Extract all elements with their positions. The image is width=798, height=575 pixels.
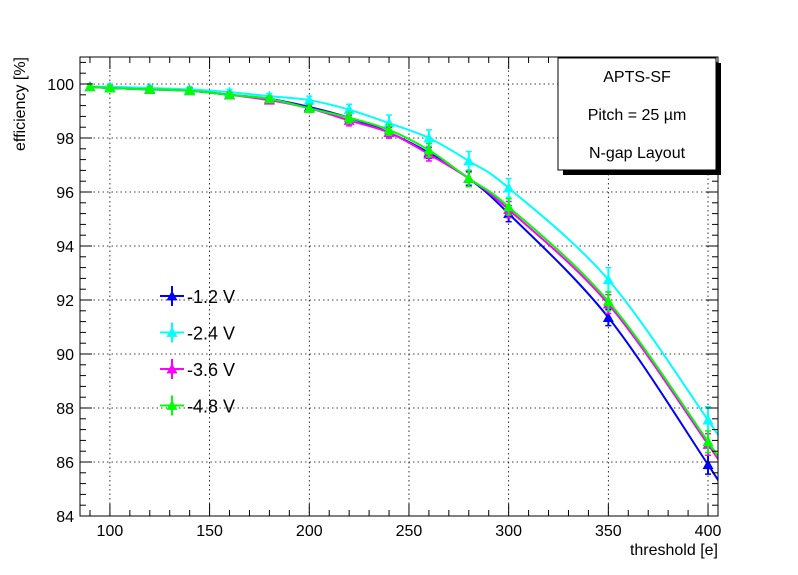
data-point — [303, 94, 315, 105]
data-point — [144, 83, 156, 94]
legend-label: -3.6 V — [187, 360, 235, 380]
x-tick-label: 300 — [495, 523, 522, 540]
x-tick-label: 350 — [595, 523, 622, 540]
info-box-layout: N-gap Layout — [589, 145, 686, 162]
y-tick-label: 92 — [56, 293, 74, 310]
plot-frame — [79, 56, 719, 517]
y-tick-label: 88 — [56, 401, 74, 418]
x-axis-title: threshold [e] — [630, 542, 718, 559]
legend-entry: -1.2 V — [160, 286, 235, 307]
y-tick-label: 86 — [56, 455, 74, 472]
data-point — [343, 112, 355, 123]
legend: -1.2 V -2.4 V -3.6 V -4.8 V — [160, 286, 235, 417]
data-point — [702, 414, 714, 425]
data-point — [104, 82, 116, 93]
x-tick-label: 150 — [196, 523, 223, 540]
data-point — [84, 81, 96, 92]
x-tick-label: 100 — [97, 523, 124, 540]
data-point — [503, 201, 515, 212]
series-layer — [84, 81, 718, 482]
data-point — [702, 459, 714, 470]
data-point — [602, 295, 614, 306]
y-tick-label: 98 — [56, 131, 74, 148]
data-point — [602, 312, 614, 322]
legend-marker — [166, 290, 178, 301]
data-point — [423, 132, 435, 143]
axis-layer: 100 150 200 250 300 350 400 84 86 88 90 92 94 96 98 100 — [47, 57, 721, 540]
x-tick-label: 250 — [396, 523, 423, 540]
x-tick-label: 200 — [296, 523, 323, 540]
y-axis-title: efficiency [%] — [12, 57, 29, 151]
info-box-frame — [557, 57, 717, 171]
y-tick-label: 84 — [56, 509, 74, 526]
info-box-title: APTS-SF — [603, 69, 671, 86]
legend-entry: -4.8 V — [160, 395, 235, 417]
y-tick-label: 90 — [56, 347, 74, 364]
info-box-pitch: Pitch = 25 µm — [588, 107, 687, 124]
data-point — [423, 144, 435, 155]
legend-label: -4.8 V — [187, 397, 235, 417]
legend-marker — [166, 363, 178, 374]
legend-label: -1.2 V — [187, 287, 235, 307]
data-point — [263, 93, 275, 104]
y-tick-label: 100 — [47, 77, 74, 94]
data-point — [224, 89, 236, 100]
info-box: APTS-SF Pitch = 25 µm N-gap Layout — [557, 57, 721, 175]
legend-label: -2.4 V — [187, 324, 235, 344]
data-point — [343, 104, 355, 115]
data-point — [383, 124, 395, 135]
info-box-pitch-unit: µm — [664, 107, 687, 124]
data-point — [303, 102, 315, 113]
data-point — [463, 155, 475, 166]
data-point — [503, 182, 515, 193]
data-point — [184, 85, 196, 96]
info-box-pitch-label: Pitch = 25 — [588, 107, 664, 124]
legend-marker — [166, 327, 178, 337]
y-tick-label: 96 — [56, 185, 74, 202]
legend-marker — [166, 400, 178, 410]
series-3 — [84, 81, 718, 459]
legend-entry: -2.4 V — [160, 322, 235, 344]
data-point — [702, 436, 714, 447]
x-tick-label: 400 — [695, 523, 722, 540]
data-point — [463, 173, 475, 183]
legend-entry: -3.6 V — [160, 359, 235, 380]
data-point — [602, 274, 614, 285]
y-tick-label: 94 — [56, 239, 74, 256]
